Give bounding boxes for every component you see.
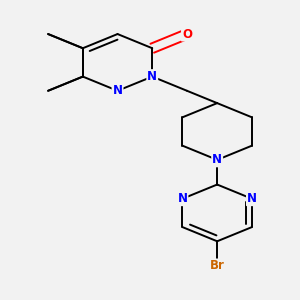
Text: O: O [182, 28, 192, 40]
Text: Br: Br [210, 260, 225, 272]
Text: N: N [247, 192, 257, 205]
Text: N: N [112, 84, 122, 97]
Text: N: N [147, 70, 157, 83]
Text: N: N [212, 153, 222, 167]
Text: N: N [178, 192, 188, 205]
